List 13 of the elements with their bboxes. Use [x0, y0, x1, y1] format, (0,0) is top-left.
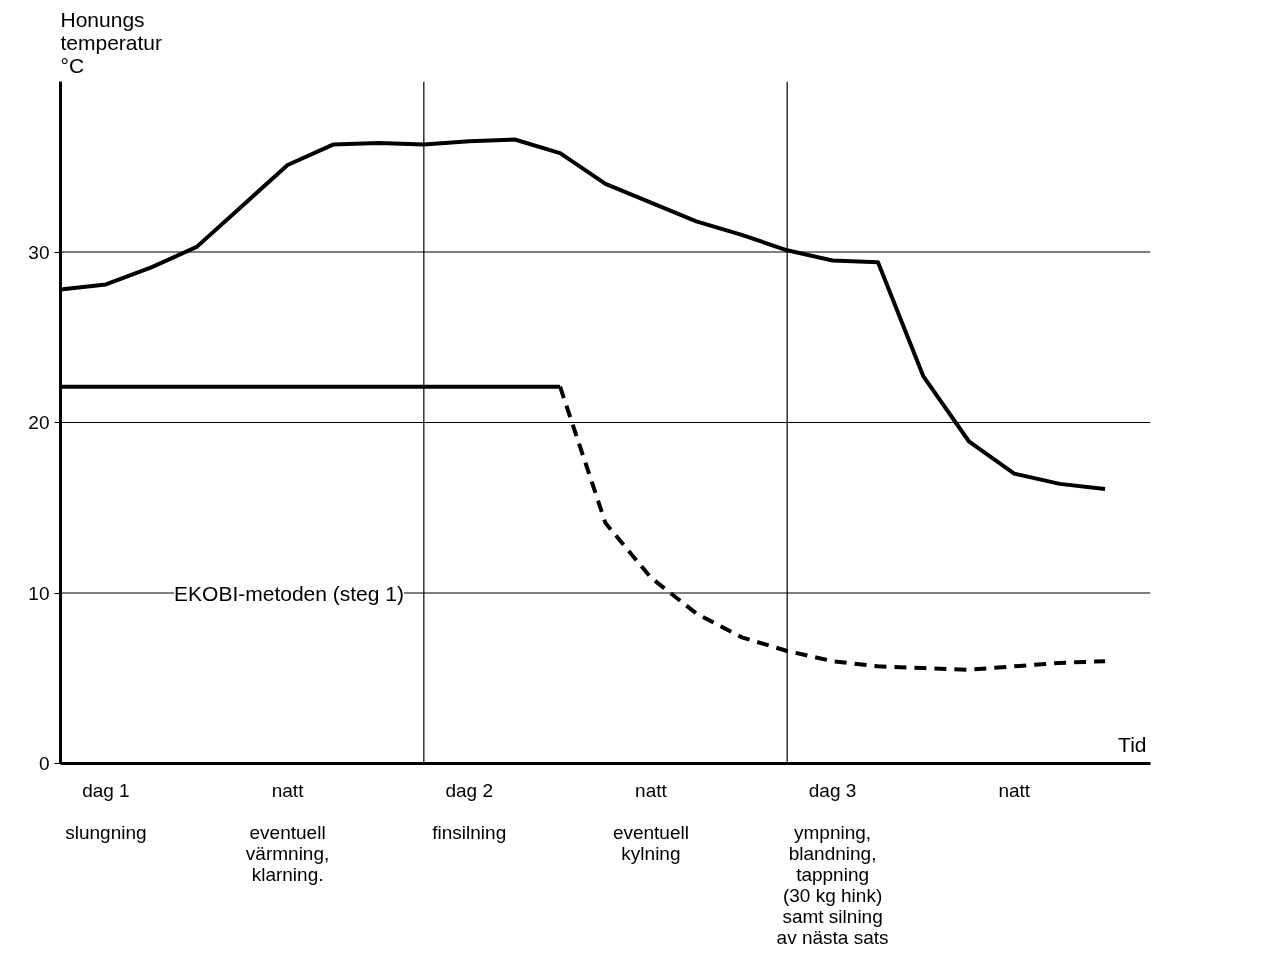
x-tick-label: natt eventuell värmning, klarning. [245, 779, 330, 885]
y-tick-label: 30 [28, 241, 50, 263]
y-tick-label: 20 [28, 412, 50, 433]
y-tick-label: 10 [28, 582, 50, 604]
x-tick-label: dag 2 finsilning [432, 779, 507, 843]
y-tick-label: 0 [38, 753, 50, 774]
y-axis-title: Honungs temperatur °C [60, 7, 163, 77]
ref-line-label: EKOBI-metoden (steg 1) [174, 581, 404, 605]
x-tick-label: natt [998, 779, 1031, 801]
x-tick-label: dag 1 slungning [65, 779, 147, 843]
x-tick-label: dag 3 ympning, blandning, tappning (30 kg hink) samt silning av nästa sats [776, 779, 889, 948]
x-axis-title: Tid [1118, 732, 1147, 756]
x-tick-label: natt eventuell kylning [612, 779, 689, 864]
